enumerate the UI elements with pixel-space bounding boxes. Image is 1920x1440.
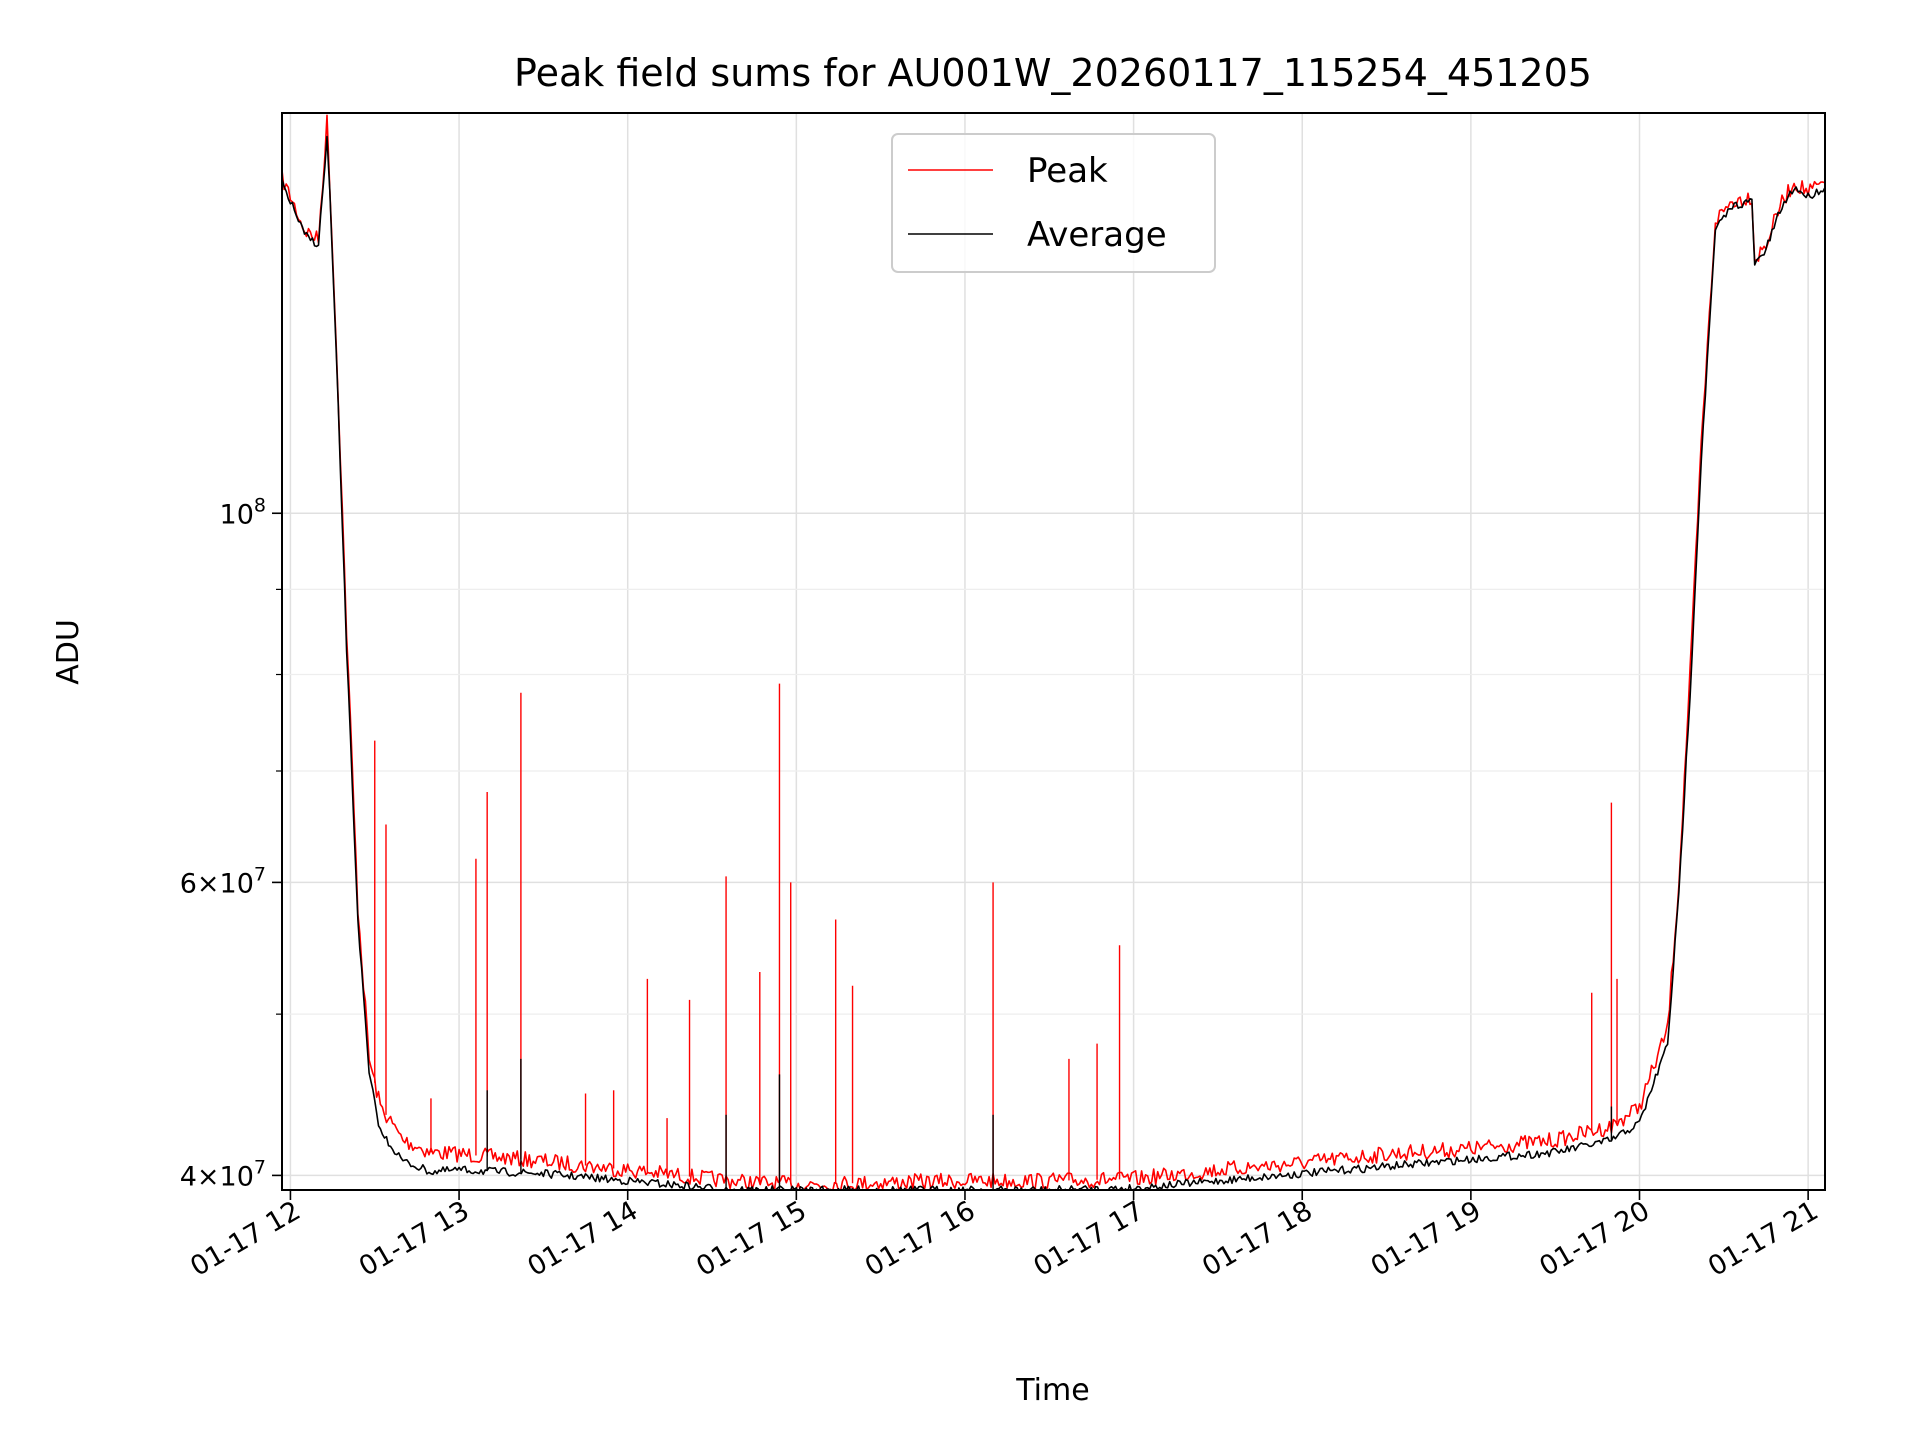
y-tick-label: 4×107 — [180, 1156, 266, 1192]
legend-label-average: Average — [1027, 215, 1167, 255]
chart-title: Peak field sums for AU001W_20260117_1152… — [514, 51, 1592, 95]
x-axis-label: Time — [1015, 1373, 1089, 1408]
plot-area — [282, 114, 1825, 1190]
plot-frame — [281, 112, 1826, 1191]
y-tick-label: 6×107 — [180, 863, 266, 899]
legend-label-peak: Peak — [1027, 151, 1108, 191]
y-axis-label: ADU — [51, 619, 86, 685]
series-line-peak — [282, 114, 1825, 1190]
legend: Peak Average — [891, 133, 1216, 273]
legend-box — [891, 133, 1216, 273]
